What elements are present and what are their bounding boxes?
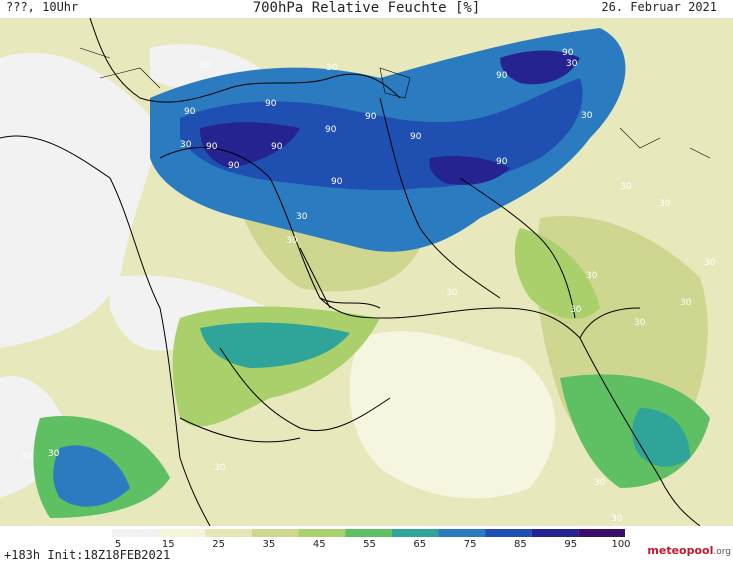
contour-label: 30 [199, 61, 211, 71]
contour-label: 90 [496, 157, 508, 167]
contour-label: 90 [184, 107, 196, 117]
legend-swatch [345, 529, 392, 537]
contour-label: 90 [206, 142, 218, 152]
legend-swatches [112, 529, 625, 537]
legend-swatch [578, 529, 625, 537]
legend-label: 25 [212, 539, 225, 548]
legend-swatch [205, 529, 252, 537]
contour-label: 30 [581, 111, 593, 121]
contour-label: 90 [410, 132, 422, 142]
map-title: 700hPa Relative Feuchte [%] [252, 0, 481, 16]
legend-labels: 5 15 25 35 45 55 65 75 85 95 100 [115, 539, 631, 548]
contour-label: 30 [48, 449, 60, 459]
contour-label: 90 [331, 177, 343, 187]
legend-label: 65 [413, 539, 426, 548]
contour-label: 30 [326, 63, 338, 73]
legend-label: 100 [611, 539, 630, 548]
contour-labels: 90 90 90 90 90 90 90 90 90 90 90 90 30 3… [21, 48, 716, 524]
color-legend: 5 15 25 35 45 55 65 75 85 95 100 [112, 529, 631, 548]
contour-label: 30 [446, 288, 458, 298]
legend-swatch [438, 529, 486, 537]
valid-time-label: ???, 10Uhr [6, 0, 79, 14]
contour-label: 30 [680, 298, 692, 308]
legend-label: 75 [464, 539, 477, 548]
contour-label: 30 [296, 212, 308, 222]
contour-label: 90 [228, 161, 240, 171]
contour-label: 30 [180, 140, 192, 150]
brand-logo[interactable]: meteopool.org [647, 544, 731, 557]
legend-label: 5 [115, 539, 121, 548]
humidity-map-canvas: 90 90 90 90 90 90 90 90 90 90 90 90 30 3… [0, 18, 733, 526]
humidity-map: 90 90 90 90 90 90 90 90 90 90 90 90 30 3… [0, 18, 733, 526]
legend-label: 15 [162, 539, 175, 548]
contour-label: 90 [265, 99, 277, 109]
legend-swatch [158, 529, 206, 537]
contour-label: 30 [634, 318, 646, 328]
contour-label: 90 [325, 125, 337, 135]
legend-label: 85 [514, 539, 527, 548]
contour-label: 30 [214, 463, 226, 473]
contour-label: 90 [365, 112, 377, 122]
contour-label: 30 [620, 182, 632, 192]
contour-label: 30 [594, 478, 606, 488]
legend-label: 35 [263, 539, 276, 548]
legend-swatch [251, 529, 299, 537]
contour-label: 30 [704, 258, 716, 268]
legend-label: 45 [313, 539, 326, 548]
contour-label: 90 [562, 48, 574, 58]
contour-label: 30 [286, 236, 298, 246]
contour-label: 30 [586, 271, 598, 281]
legend-swatch [391, 529, 439, 537]
run-info-label: +183h Init:18Z18FEB2021 [4, 548, 171, 562]
brand-tld: .org [713, 547, 731, 557]
contour-label: 30 [659, 199, 671, 209]
contour-label: 30 [21, 452, 33, 462]
brand-name: meteopool [647, 544, 714, 557]
legend-label: 95 [564, 539, 577, 548]
legend-swatch [298, 529, 346, 537]
contour-label: 90 [496, 71, 508, 81]
valid-date-label: 26. Februar 2021 [601, 0, 717, 14]
contour-label: 30 [570, 305, 582, 315]
legend-swatch [112, 529, 159, 537]
contour-label: 30 [566, 59, 578, 69]
legend-label: 55 [363, 539, 376, 548]
legend-swatch [531, 529, 579, 537]
legend-swatch [485, 529, 532, 537]
contour-label: 30 [611, 514, 623, 524]
contour-label: 90 [271, 142, 283, 152]
footer-bar: 5 15 25 35 45 55 65 75 85 95 100 +183h Init:18Z18F… [0, 526, 733, 566]
header-bar: ???, 10Uhr 700hPa Relative Feuchte [%] 2… [0, 0, 733, 18]
